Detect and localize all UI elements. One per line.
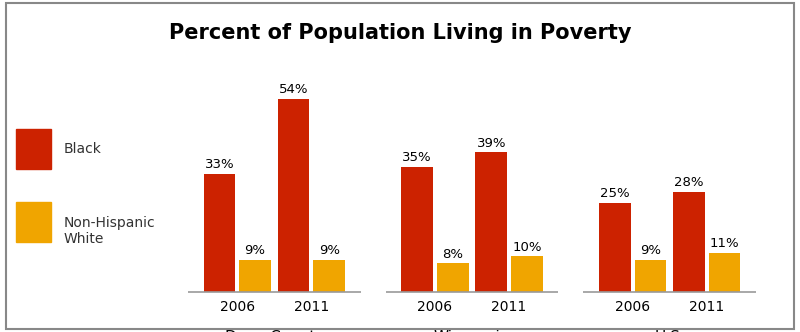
Bar xyxy=(599,203,630,292)
Text: 54%: 54% xyxy=(279,83,308,96)
Bar xyxy=(278,99,310,292)
Bar xyxy=(634,260,666,292)
Bar xyxy=(437,264,469,292)
Text: 8%: 8% xyxy=(442,248,463,261)
FancyBboxPatch shape xyxy=(16,202,51,242)
Bar xyxy=(475,152,507,292)
Text: 28%: 28% xyxy=(674,176,704,189)
Bar xyxy=(314,260,345,292)
Text: 9%: 9% xyxy=(245,244,266,257)
Bar xyxy=(402,167,433,292)
Text: 9%: 9% xyxy=(318,244,340,257)
Text: 25%: 25% xyxy=(600,187,630,200)
Text: 9%: 9% xyxy=(640,244,661,257)
Text: Percent of Population Living in Poverty: Percent of Population Living in Poverty xyxy=(169,23,631,43)
Text: 10%: 10% xyxy=(512,241,542,254)
Text: 33%: 33% xyxy=(205,158,234,171)
Bar xyxy=(204,174,235,292)
Text: U.S.: U.S. xyxy=(654,330,685,332)
Text: Non-Hispanic
White: Non-Hispanic White xyxy=(64,216,156,246)
Bar xyxy=(511,256,542,292)
Text: 11%: 11% xyxy=(710,237,739,250)
Text: Dane County: Dane County xyxy=(225,330,324,332)
Text: Black: Black xyxy=(64,142,102,156)
Bar xyxy=(709,253,740,292)
Text: 39%: 39% xyxy=(477,137,506,150)
Text: Wisconsin: Wisconsin xyxy=(434,330,510,332)
Bar xyxy=(239,260,271,292)
Bar xyxy=(673,192,705,292)
FancyBboxPatch shape xyxy=(16,129,51,169)
Text: 35%: 35% xyxy=(402,151,432,164)
